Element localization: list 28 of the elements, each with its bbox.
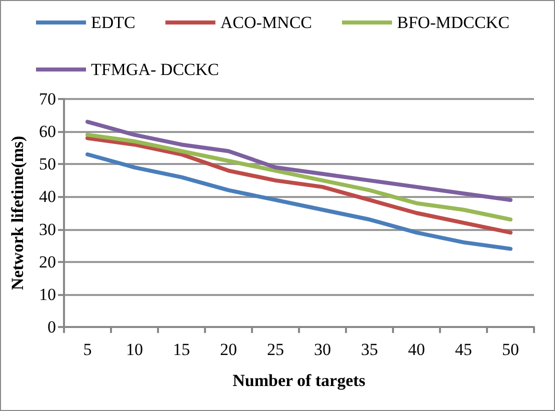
y-tick-label: 50 (39, 154, 56, 174)
x-tick-label: 45 (455, 340, 472, 359)
x-tick-label: 30 (314, 340, 331, 359)
x-tick-label: 35 (361, 340, 378, 359)
y-tick-label: 60 (39, 122, 56, 142)
y-tick-label: 0 (48, 318, 56, 336)
x-tick-label: 40 (408, 340, 425, 359)
y-axis-title: Network lifetime(ms) (8, 136, 27, 290)
x-tick-label: 50 (502, 340, 519, 359)
line-series (86, 136, 512, 235)
y-tick-label: 30 (39, 220, 56, 239)
y-tick-label: 10 (39, 284, 56, 304)
x-axis-title: Number of targets (232, 371, 366, 390)
y-tick-label: 40 (39, 187, 56, 206)
y-tick-label: 20 (39, 252, 56, 272)
x-tick-label: 5 (83, 340, 92, 359)
y-tick-label: 70 (39, 90, 56, 108)
x-tick-label: 20 (220, 340, 237, 359)
line-series (86, 120, 512, 202)
x-tick-label: 25 (267, 340, 284, 359)
line-series (86, 152, 512, 251)
x-tick-label: 15 (173, 340, 190, 359)
legend-label: TFMGA- DCCKC (91, 60, 219, 79)
legend-label: ACO-MNCC (220, 13, 312, 32)
line-series (86, 132, 512, 222)
legend-label: BFO-MDCCKC (397, 13, 510, 32)
legend-label: EDTC (91, 13, 136, 32)
x-tick-label: 10 (126, 340, 143, 359)
